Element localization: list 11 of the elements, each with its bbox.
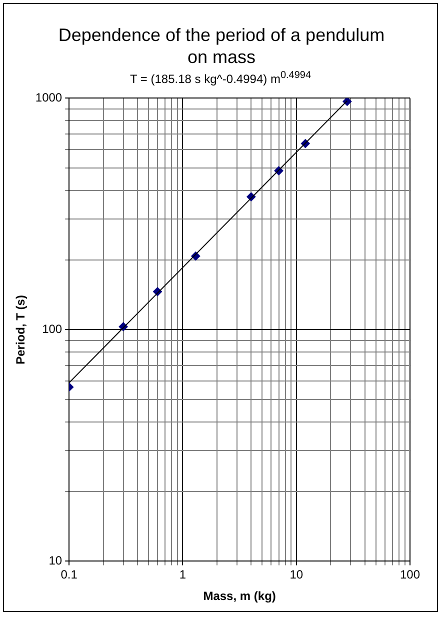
x-axis-title: Mass, m (kg) bbox=[203, 589, 276, 604]
y-axis-title: Period, T (s) bbox=[14, 295, 28, 364]
y-tick-label: 1000 bbox=[35, 90, 62, 105]
x-tick-label: 10 bbox=[290, 568, 304, 582]
y-tick-label: 100 bbox=[42, 322, 62, 336]
x-tick-label: 1 bbox=[179, 568, 186, 582]
x-tick-label: 0.1 bbox=[60, 568, 78, 582]
y-tick-label: 10 bbox=[48, 554, 62, 568]
chart-title: Dependence of the period of a pendulum on mass bbox=[57, 24, 386, 68]
chart-subtitle: T = (185.18 s kg^-0.4994) m$^{0.4994}$ bbox=[128, 70, 312, 86]
x-tick-label: 100 bbox=[400, 568, 420, 582]
